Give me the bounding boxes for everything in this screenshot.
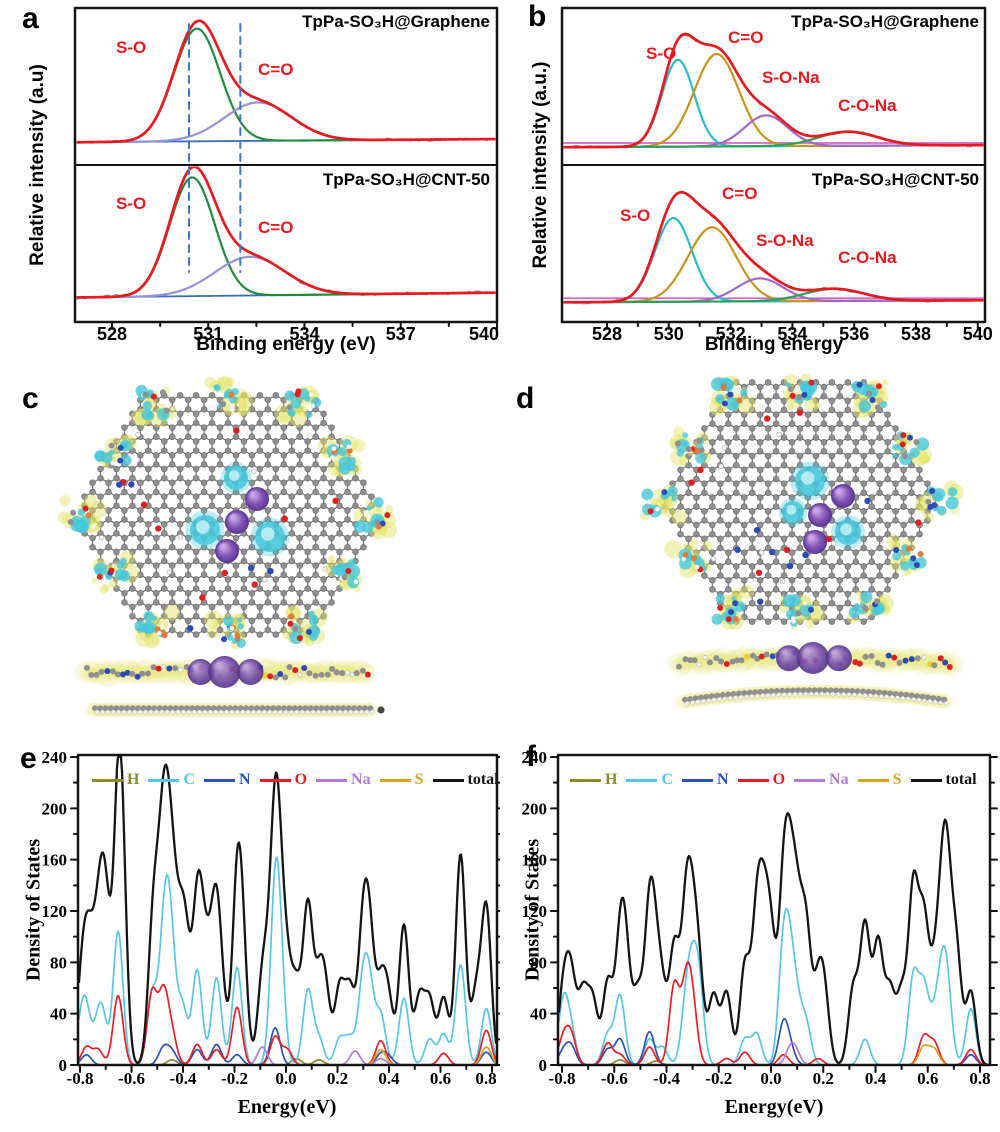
subplot-title: TpPa-SO₃H@Graphene bbox=[791, 12, 979, 31]
legend-line-swatch bbox=[626, 778, 658, 782]
peak-label: S-O bbox=[116, 194, 147, 213]
legend-item: S bbox=[379, 771, 424, 788]
peak-label: S-O bbox=[116, 38, 147, 57]
legend-item: C bbox=[148, 772, 195, 788]
legend-line-swatch bbox=[682, 778, 714, 782]
panel-e-ylabel: Density of States bbox=[22, 838, 45, 982]
legend-line-swatch bbox=[204, 778, 236, 782]
legend-line-swatch bbox=[432, 778, 464, 782]
legend-line-swatch bbox=[148, 778, 180, 782]
legend-line-swatch bbox=[379, 778, 411, 782]
legend-label: total bbox=[945, 771, 977, 788]
peak-label: C=O bbox=[722, 184, 758, 203]
legend-line-swatch bbox=[316, 778, 348, 782]
legend-line-swatch bbox=[794, 778, 826, 782]
legend-label: S bbox=[892, 771, 902, 788]
legend-item: H bbox=[570, 772, 617, 788]
peak-label: S-O-Na bbox=[756, 231, 814, 250]
legend-item: total bbox=[432, 771, 499, 788]
legend-line-swatch bbox=[92, 778, 123, 782]
legend-line-swatch bbox=[857, 778, 889, 782]
panel-b-label: b bbox=[528, 0, 547, 33]
panel-a-xlabel: Binding energy (eV) bbox=[196, 334, 376, 355]
legend-label: O bbox=[294, 771, 308, 788]
peak-label: C=O bbox=[258, 218, 294, 237]
legend-label: O bbox=[772, 771, 786, 788]
legend-item: Na bbox=[794, 772, 849, 788]
peak-label: C-O-Na bbox=[838, 248, 897, 267]
legend-line-swatch bbox=[910, 778, 942, 782]
panel-a-label: a bbox=[22, 2, 39, 35]
panel-c-label: c bbox=[22, 382, 39, 415]
legend-line-swatch bbox=[570, 778, 601, 782]
panel-f-label: f bbox=[526, 740, 536, 773]
panel-e-xlabel: Energy(eV) bbox=[237, 1096, 337, 1118]
legend-line-swatch bbox=[737, 778, 769, 782]
subplot-title: TpPa-SO₃H@CNT-50 bbox=[811, 170, 979, 189]
panel-b: b Relative intensity (a.u.) Binding ener… bbox=[500, 0, 1000, 372]
dos-chart-e-canvas bbox=[0, 740, 500, 1132]
panel-f-xlabel: Energy(eV) bbox=[724, 1096, 824, 1118]
legend-label: H bbox=[605, 771, 618, 788]
legend-label: H bbox=[127, 771, 140, 788]
panel-d-label: d bbox=[516, 382, 535, 415]
panel-b-xlabel: Binding energy bbox=[704, 334, 844, 355]
molecular-view-c-canvas bbox=[0, 372, 500, 740]
panel-a: a Relative intensity (a.u) Binding energ… bbox=[0, 0, 500, 372]
molecular-view-d-canvas bbox=[500, 372, 1000, 740]
legend-item: O bbox=[259, 771, 308, 788]
legend-item: C bbox=[626, 772, 673, 788]
xps-chart-b-canvas bbox=[500, 0, 1000, 372]
legend-label: N bbox=[717, 771, 729, 788]
legend-label: Na bbox=[829, 771, 849, 788]
legend-label: Na bbox=[351, 771, 371, 788]
legend-line-swatch bbox=[259, 778, 291, 782]
legend-label: total bbox=[467, 771, 499, 788]
panel-f-ylabel: Density of States bbox=[521, 838, 544, 982]
panel-e-label: e bbox=[20, 742, 37, 775]
dos-chart-f-canvas bbox=[500, 740, 1000, 1132]
legend-label: N bbox=[239, 771, 251, 788]
peak-label: S-O bbox=[620, 206, 651, 225]
legend-label: S bbox=[414, 771, 424, 788]
legend-label: C bbox=[661, 771, 674, 788]
legend-item: total bbox=[910, 771, 977, 788]
panel-d: d bbox=[500, 372, 1000, 740]
legend-item: N bbox=[682, 772, 729, 788]
subplot-title: TpPa-SO₃H@Graphene bbox=[302, 12, 490, 31]
peak-label: C-O-Na bbox=[838, 96, 897, 115]
legend-item: Na bbox=[316, 772, 371, 788]
legend-item: H bbox=[92, 772, 139, 788]
legend-label: C bbox=[183, 771, 196, 788]
panel-a-ylabel: Relative intensity (a.u) bbox=[27, 64, 48, 266]
legend-item: O bbox=[737, 771, 786, 788]
xps-chart-a-canvas bbox=[0, 0, 500, 372]
legend-item: N bbox=[204, 772, 251, 788]
panel-b-ylabel: Relative intensity (a.u.) bbox=[530, 61, 551, 269]
peak-label: C=O bbox=[728, 28, 764, 47]
peak-label: C=O bbox=[258, 60, 294, 79]
legend-item: S bbox=[857, 771, 902, 788]
peak-label: S-O-Na bbox=[762, 68, 820, 87]
panel-c: c bbox=[0, 372, 500, 740]
subplot-title: TpPa-SO₃H@CNT-50 bbox=[322, 170, 490, 189]
peak-label: S-O bbox=[646, 44, 677, 63]
